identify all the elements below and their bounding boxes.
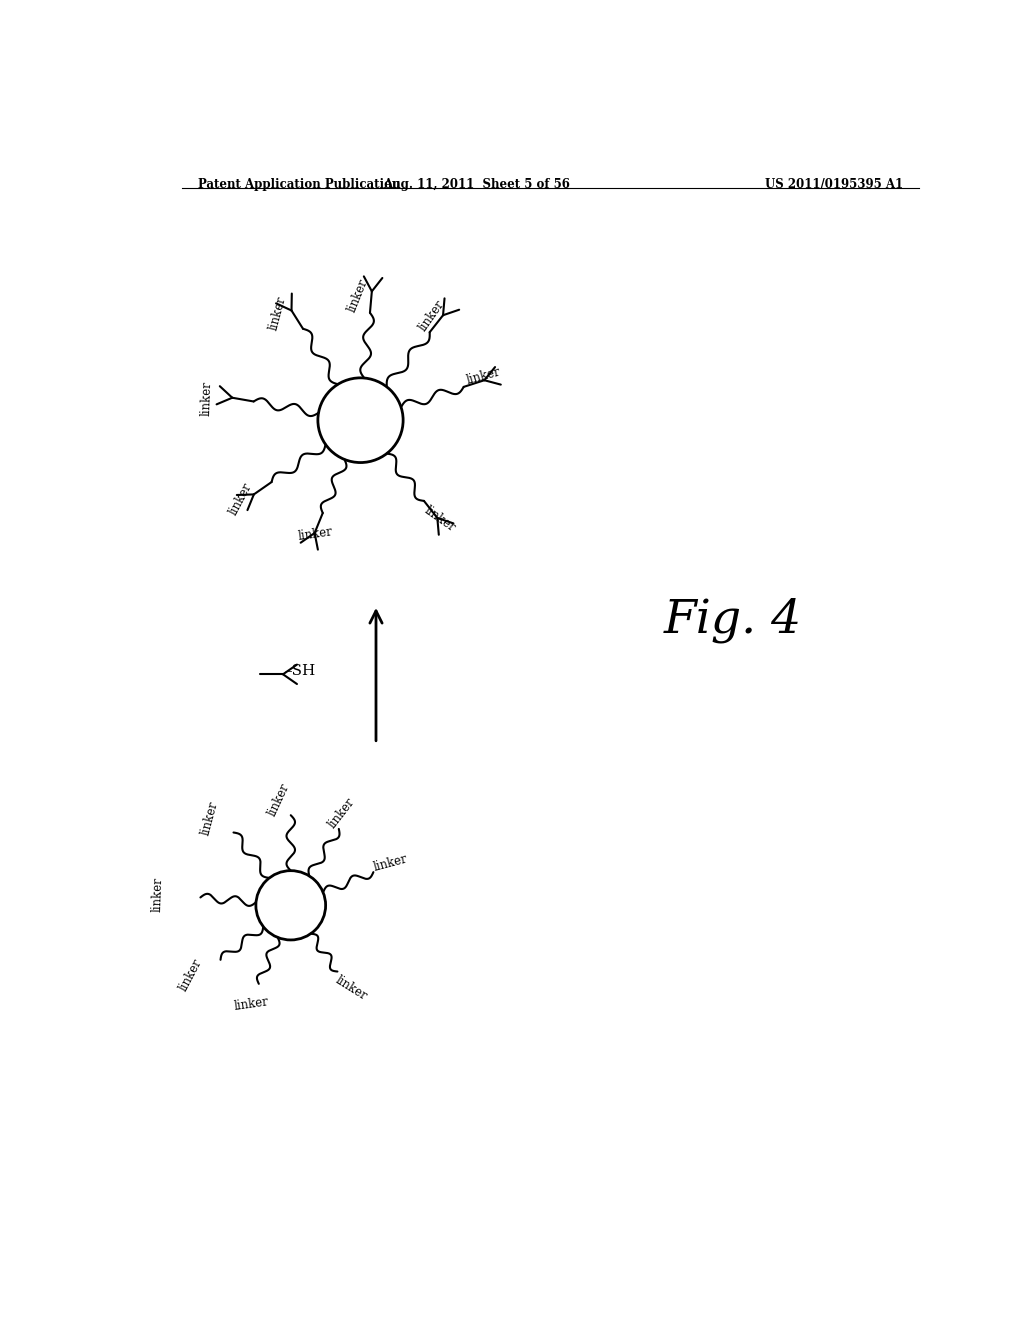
Text: linker: linker	[266, 781, 293, 818]
Text: linker: linker	[333, 974, 370, 1003]
Text: Patent Application Publication: Patent Application Publication	[198, 178, 400, 190]
Text: linker: linker	[422, 504, 458, 535]
Text: linker: linker	[372, 853, 409, 874]
Text: linker: linker	[200, 380, 214, 416]
Text: Aug. 11, 2011  Sheet 5 of 56: Aug. 11, 2011 Sheet 5 of 56	[383, 178, 570, 190]
Text: US 2011/0195395 A1: US 2011/0195395 A1	[765, 178, 903, 190]
Text: linker: linker	[200, 800, 221, 837]
Text: linker: linker	[417, 297, 447, 333]
Text: –SH: –SH	[285, 664, 315, 678]
Text: linker: linker	[226, 480, 255, 517]
Text: linker: linker	[232, 995, 269, 1012]
Text: linker: linker	[465, 366, 502, 387]
Text: linker: linker	[267, 294, 289, 331]
Text: linker: linker	[177, 957, 205, 994]
Text: linker: linker	[151, 876, 165, 912]
Text: linker: linker	[326, 796, 357, 832]
Text: linker: linker	[297, 525, 333, 544]
Text: linker: linker	[346, 277, 371, 314]
Text: Fig. 4: Fig. 4	[664, 598, 802, 643]
